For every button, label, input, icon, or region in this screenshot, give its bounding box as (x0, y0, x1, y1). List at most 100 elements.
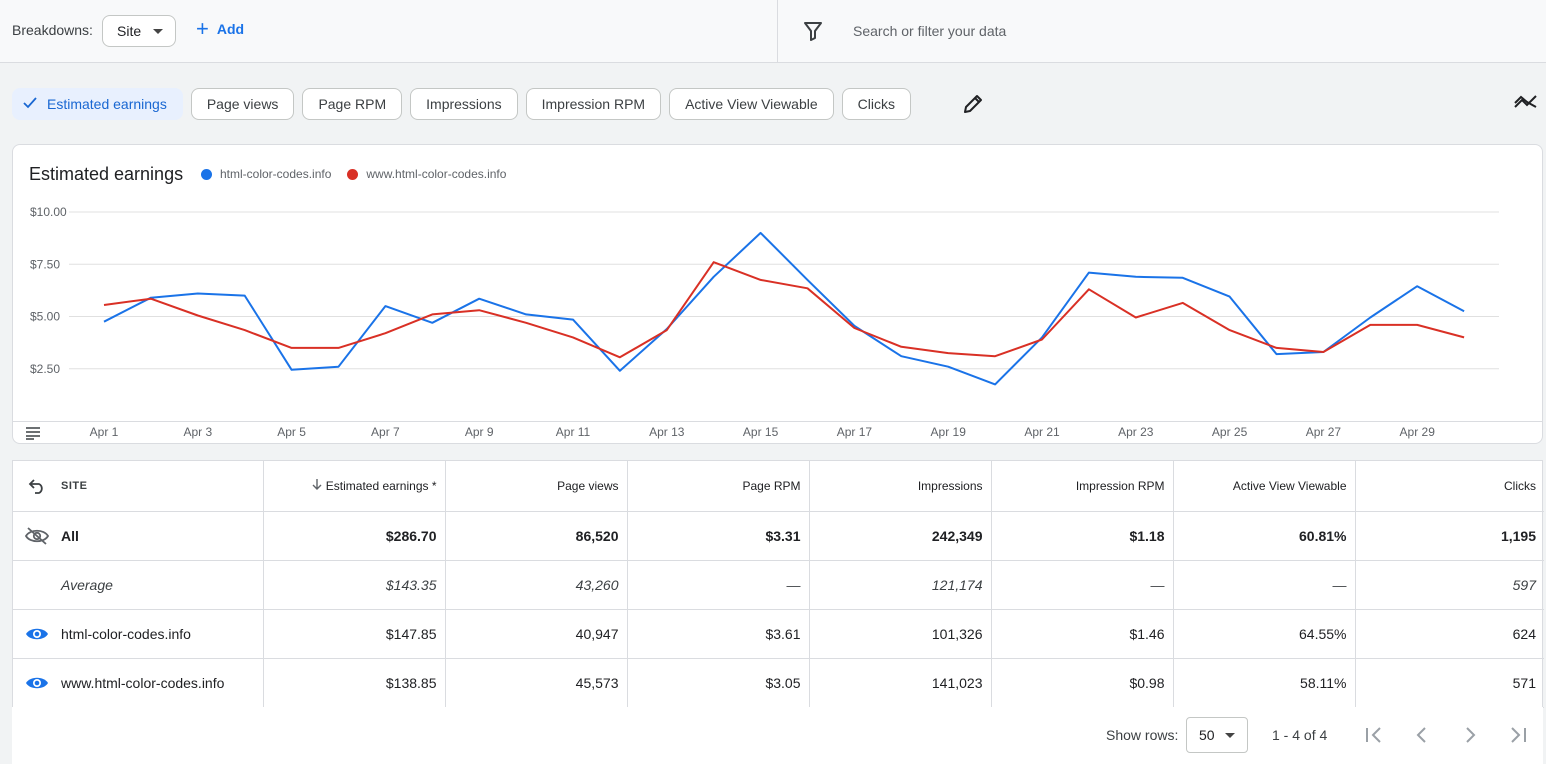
site-name: html-color-codes.info (61, 625, 191, 642)
chip-label: Page RPM (318, 96, 387, 112)
table-row: html-color-codes.info $147.85 40,947 $3.… (13, 609, 1544, 659)
legend-label: html-color-codes.info (220, 167, 332, 181)
site-name: All (61, 527, 79, 544)
x-tick-label: Apr 27 (1306, 425, 1342, 439)
chip-impressions[interactable]: Impressions (410, 88, 518, 120)
eye-off-icon[interactable] (13, 526, 61, 546)
clicks-cell: 624 (1355, 609, 1544, 659)
chip-label: Estimated earnings (47, 96, 167, 112)
chip-estimated-earnings[interactable]: Estimated earnings (12, 88, 183, 120)
site-name: Average (61, 576, 113, 593)
x-tick-label: Apr 9 (465, 425, 494, 439)
chart-footer-divider (13, 421, 1542, 422)
breakdowns-label: Breakdowns: (12, 22, 93, 38)
search-filter-input[interactable] (845, 16, 1525, 46)
first-page-icon[interactable] (1362, 723, 1386, 747)
impression-rpm-cell: $1.18 (991, 511, 1174, 561)
x-tick-label: Apr 21 (1024, 425, 1060, 439)
table-row: www.html-color-codes.info $138.85 45,573… (13, 658, 1544, 708)
x-tick-label: Apr 11 (556, 425, 591, 439)
page-rpm-cell: — (627, 560, 810, 610)
series-line-html-color-codes (103, 231, 1465, 386)
edit-pencil-icon[interactable] (962, 93, 984, 120)
earnings-cell: $143.35 (263, 560, 446, 610)
page-views-cell: 43,260 (445, 560, 628, 610)
last-page-icon[interactable] (1506, 723, 1530, 747)
page-views-cell: 40,947 (445, 609, 628, 659)
earnings-line-chart: $2.50 $5.00 $7.50 $10.00 Apr 1 Apr 3 Apr 5 Apr … (30, 205, 1499, 439)
y-tick-label: $10.00 (30, 205, 67, 219)
earnings-cell: $147.85 (263, 609, 446, 659)
chip-active-view-viewable[interactable]: Active View Viewable (669, 88, 834, 120)
add-breakdown-button[interactable]: + Add (196, 16, 244, 41)
column-header-clicks[interactable]: Clicks (1355, 461, 1544, 512)
check-icon (23, 96, 37, 112)
column-header-site[interactable]: SITE (13, 461, 264, 512)
table-view-icon[interactable] (25, 426, 41, 445)
top-bar: Breakdowns: Site + Add (0, 0, 1546, 63)
metric-chips: Estimated earnings Page views Page RPM I… (12, 88, 911, 120)
impressions-cell: 121,174 (809, 560, 992, 610)
chip-label: Clicks (857, 96, 895, 112)
column-header-page-views[interactable]: Page views (445, 461, 628, 512)
page-rpm-cell: $3.05 (627, 658, 810, 708)
x-tick-label: Apr 17 (837, 425, 873, 439)
x-tick-label: Apr 1 (90, 425, 119, 439)
breakdown-select-value: Site (117, 23, 142, 39)
column-header-impression-rpm[interactable]: Impression RPM (991, 461, 1174, 512)
chip-clicks[interactable]: Clicks (841, 88, 911, 120)
clicks-cell: 1,195 (1355, 511, 1544, 561)
column-header-label: Estimated earnings * (325, 479, 437, 494)
column-header-earnings[interactable]: Estimated earnings * (263, 461, 446, 512)
legend-dot (347, 168, 359, 180)
impressions-cell: 242,349 (809, 511, 992, 561)
series-line-www-html-color-codes (103, 261, 1465, 359)
undo-icon[interactable] (13, 478, 61, 494)
legend-label: www.html-color-codes.info (366, 167, 507, 181)
chip-page-views[interactable]: Page views (190, 88, 295, 120)
chart-legend: html-color-codes.info www.html-color-cod… (201, 167, 506, 181)
site-cell: All (13, 511, 264, 561)
site-name: www.html-color-codes.info (61, 674, 225, 691)
chip-label: Page views (206, 96, 279, 112)
active-view-cell: 64.55% (1173, 609, 1356, 659)
pagination-bar: Show rows: 50 1 - 4 of 4 (12, 707, 1543, 764)
x-tick-label: Apr 7 (371, 425, 400, 439)
eye-icon[interactable] (13, 625, 61, 643)
prev-page-icon[interactable] (1410, 723, 1434, 747)
compare-trend-icon[interactable] (1514, 94, 1538, 115)
earnings-cell: $286.70 (263, 511, 446, 561)
rows-per-page-select[interactable]: 50 (1186, 717, 1248, 753)
column-header-active-view[interactable]: Active View Viewable (1173, 461, 1356, 512)
x-tick-label: Apr 13 (649, 425, 685, 439)
column-header-label: SITE (61, 479, 88, 492)
legend-dot (201, 168, 212, 180)
legend-item-html-color-codes[interactable]: html-color-codes.info (201, 167, 331, 181)
eye-icon[interactable] (13, 674, 61, 692)
breakdown-select[interactable]: Site (102, 15, 176, 47)
site-cell: html-color-codes.info (13, 609, 264, 659)
rows-per-page-value: 50 (1199, 727, 1215, 743)
chart-card: Estimated earnings html-color-codes.info… (12, 144, 1543, 444)
next-page-icon[interactable] (1458, 723, 1482, 747)
table-row-all: All $286.70 86,520 $3.31 242,349 $1.18 6… (13, 511, 1544, 561)
filter-icon[interactable] (804, 21, 822, 46)
x-tick-label: Apr 25 (1212, 425, 1248, 439)
plus-icon: + (196, 16, 209, 41)
chart-title: Estimated earnings (29, 164, 184, 184)
page-rpm-cell: $3.61 (627, 609, 810, 659)
clicks-cell: 571 (1355, 658, 1544, 708)
x-tick-label: Apr 19 (931, 425, 967, 439)
chip-impression-rpm[interactable]: Impression RPM (525, 88, 662, 120)
column-header-page-rpm[interactable]: Page RPM (627, 461, 810, 512)
legend-item-www-html-color-codes[interactable]: www.html-color-codes.info (347, 167, 506, 181)
caret-down-icon (153, 29, 163, 34)
impression-rpm-cell: $0.98 (991, 658, 1174, 708)
column-header-impressions[interactable]: Impressions (809, 461, 992, 512)
chip-page-rpm[interactable]: Page RPM (302, 88, 403, 120)
page-rpm-cell: $3.31 (627, 511, 810, 561)
x-tick-label: Apr 29 (1400, 425, 1436, 439)
page-range: 1 - 4 of 4 (1272, 727, 1328, 743)
site-cell: Average (13, 560, 264, 610)
page-views-cell: 86,520 (445, 511, 628, 561)
